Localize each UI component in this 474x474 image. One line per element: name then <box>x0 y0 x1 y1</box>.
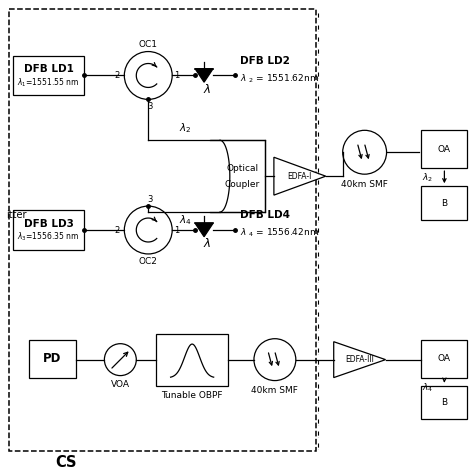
Text: 40km SMF: 40km SMF <box>251 386 298 395</box>
Text: B: B <box>441 199 447 208</box>
Text: DFB LD2: DFB LD2 <box>240 55 290 65</box>
Text: 2: 2 <box>115 71 120 80</box>
Bar <box>210 140 265 212</box>
Bar <box>421 340 467 378</box>
Text: 40km SMF: 40km SMF <box>341 180 388 189</box>
Text: OC2: OC2 <box>139 257 158 266</box>
Text: EDFA-I: EDFA-I <box>288 172 312 181</box>
Text: $\lambda_1$=1551.55 nm: $\lambda_1$=1551.55 nm <box>18 76 80 89</box>
Text: itter: itter <box>6 210 26 220</box>
Text: $\lambda$: $\lambda$ <box>203 83 211 96</box>
Text: DFB LD1: DFB LD1 <box>24 64 73 74</box>
Text: 1: 1 <box>174 71 180 80</box>
Text: $\lambda_4$: $\lambda_4$ <box>179 213 191 227</box>
Text: 3: 3 <box>147 102 153 111</box>
Polygon shape <box>195 223 213 237</box>
Text: $\lambda$ $_{4}$ = 1556.42nm: $\lambda$ $_{4}$ = 1556.42nm <box>240 227 319 239</box>
Text: CS: CS <box>55 455 77 470</box>
Text: $\lambda_2$: $\lambda_2$ <box>422 172 433 184</box>
Text: OA: OA <box>438 354 451 363</box>
Circle shape <box>124 52 172 100</box>
Text: $\lambda_2$: $\lambda_2$ <box>179 121 191 135</box>
Text: PD: PD <box>43 352 62 365</box>
Text: 3: 3 <box>147 195 153 204</box>
Circle shape <box>104 344 137 375</box>
Text: EDFA-III: EDFA-III <box>345 355 374 364</box>
Bar <box>421 385 467 419</box>
Text: DFB LD4: DFB LD4 <box>240 210 290 220</box>
Bar <box>421 130 467 168</box>
Text: Tunable OBPF: Tunable OBPF <box>161 391 223 400</box>
Circle shape <box>343 130 387 174</box>
Bar <box>28 340 76 378</box>
Text: OA: OA <box>438 145 451 154</box>
Text: VOA: VOA <box>111 380 130 389</box>
Text: 2: 2 <box>115 226 120 235</box>
Polygon shape <box>195 69 213 82</box>
Text: Coupler: Coupler <box>225 180 260 189</box>
Text: Optical: Optical <box>227 164 258 173</box>
Bar <box>156 334 228 385</box>
Text: $\lambda$ $_{2}$ = 1551.62nm: $\lambda$ $_{2}$ = 1551.62nm <box>240 72 319 85</box>
Bar <box>13 55 84 95</box>
Bar <box>421 186 467 220</box>
Text: 1: 1 <box>174 226 180 235</box>
Circle shape <box>124 206 172 254</box>
Text: OC1: OC1 <box>139 40 158 49</box>
Polygon shape <box>274 157 326 195</box>
Text: $\lambda$: $\lambda$ <box>203 237 211 250</box>
Bar <box>13 210 84 250</box>
Text: $\lambda_3$=1556.35 nm: $\lambda_3$=1556.35 nm <box>18 231 80 243</box>
Text: DFB LD3: DFB LD3 <box>24 219 73 229</box>
Bar <box>9 9 316 451</box>
Polygon shape <box>334 342 385 378</box>
Circle shape <box>254 339 296 381</box>
Text: $\lambda_4$: $\lambda_4$ <box>422 381 433 394</box>
Text: B: B <box>441 398 447 407</box>
